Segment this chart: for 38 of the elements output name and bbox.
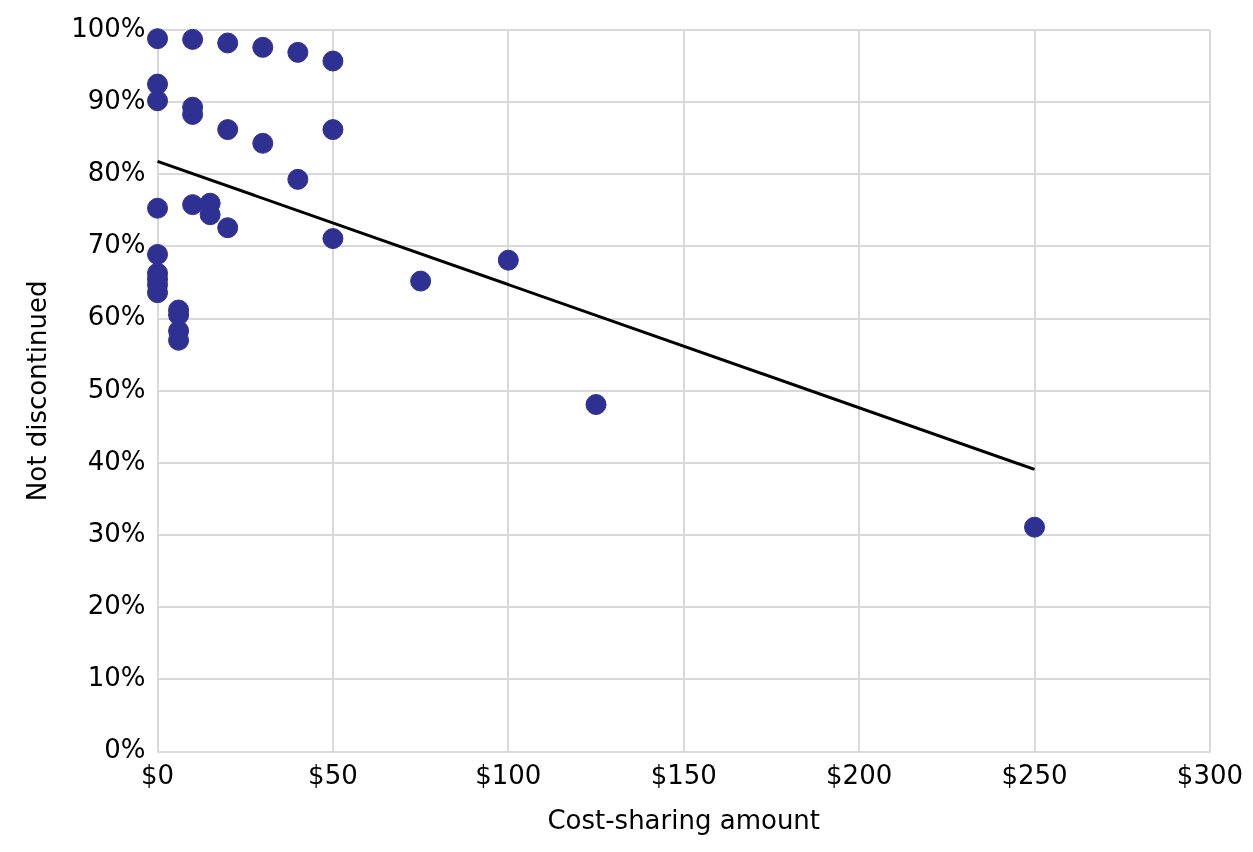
point [182, 28, 204, 50]
y-axis-title: Not discontinued [22, 280, 53, 502]
y-tick-label: 10% [87, 662, 146, 693]
point [217, 32, 239, 54]
x-tick-label: $100 [475, 759, 542, 790]
point [322, 119, 344, 141]
point [287, 168, 309, 190]
point [585, 394, 607, 416]
point [322, 228, 344, 250]
point [410, 270, 432, 292]
point [147, 197, 169, 219]
y-tick-label: 100% [71, 12, 146, 43]
point [147, 90, 169, 112]
point [252, 132, 274, 154]
x-tick-label: $50 [308, 759, 358, 790]
point [147, 243, 169, 265]
x-tick-label: $300 [1176, 759, 1243, 790]
point [217, 217, 239, 239]
y-tick-label: 60% [87, 301, 146, 332]
point [252, 36, 274, 58]
y-tick-label: 70% [87, 229, 146, 260]
point [322, 50, 344, 72]
x-tick-label: $200 [826, 759, 893, 790]
point [287, 41, 309, 63]
y-tick-label: 90% [87, 84, 146, 115]
point [497, 249, 519, 271]
x-tick-label: $150 [650, 759, 717, 790]
point [182, 194, 204, 216]
y-tick-label: 40% [87, 445, 146, 476]
x-tick-label: $250 [1001, 759, 1068, 790]
point [217, 119, 239, 141]
point [147, 28, 169, 50]
y-tick-label: 80% [87, 157, 146, 188]
y-tick-label: 50% [87, 373, 146, 404]
y-tick-label: 20% [87, 590, 146, 621]
point [1024, 516, 1046, 538]
y-tick-label: 30% [87, 517, 146, 548]
x-axis-title: Cost-sharing amount [547, 805, 821, 836]
